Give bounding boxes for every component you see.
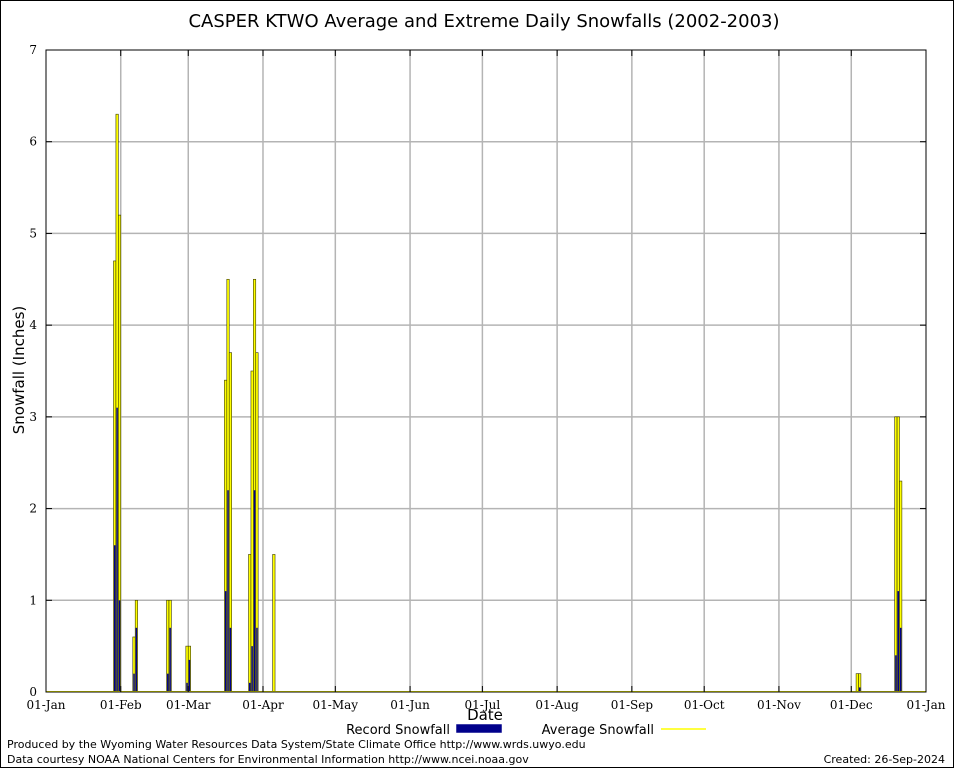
footer-created: Created: 26-Sep-2024 <box>823 753 945 766</box>
record-bar <box>224 591 227 692</box>
record-bar <box>118 600 121 692</box>
y-tick-label: 6 <box>29 135 37 149</box>
x-tick-label: 01-Mar <box>166 698 211 712</box>
x-tick-label: 01-Jul <box>465 698 501 712</box>
x-tick-label: 01-Dec <box>830 698 873 712</box>
x-tick-label: 01-Aug <box>535 698 579 712</box>
y-tick-label: 7 <box>29 43 37 57</box>
record-bar <box>229 627 232 692</box>
average-bar <box>894 416 898 693</box>
record-bar <box>251 646 253 692</box>
y-tick-label: 5 <box>29 226 37 240</box>
record-bar <box>256 627 258 692</box>
chart-title: CASPER KTWO Average and Extreme Daily Sn… <box>188 11 779 32</box>
record-bar <box>186 682 188 692</box>
x-axis-ticks: 01-Jan 01-Feb 01-Mar 01-Apr 01-May 01-Jun 01-J… <box>26 50 946 712</box>
y-tick-label: 2 <box>29 502 37 516</box>
record-bar <box>113 545 116 692</box>
record-bar <box>169 627 171 692</box>
record-bar <box>253 490 256 692</box>
y-tick-label: 0 <box>29 685 37 699</box>
x-tick-label: 01-Jan <box>906 698 945 712</box>
legend-record-label: Record Snowfall <box>346 723 450 738</box>
x-tick-label: 01-May <box>313 698 359 712</box>
record-bar <box>249 682 251 692</box>
record-bar <box>227 490 229 692</box>
x-tick-label: 01-Apr <box>242 698 284 712</box>
x-tick-label: 01-Nov <box>757 698 801 712</box>
average-bar <box>250 370 254 693</box>
record-bar <box>899 627 902 692</box>
plot-area-border <box>45 49 927 693</box>
record-bar <box>133 673 135 692</box>
grid-lines <box>46 50 926 692</box>
legend-record-swatch <box>456 724 502 733</box>
footer-data-courtesy: Data courtesy NOAA National Centers for … <box>7 753 529 766</box>
x-tick-label: 01-Sep <box>611 698 654 712</box>
record-bar <box>897 591 899 692</box>
legend-average-label: Average Snowfall <box>542 723 654 738</box>
y-axis-ticks: 0 1 2 3 4 5 6 7 <box>29 43 926 699</box>
x-tick-label: 01-Jun <box>390 698 430 712</box>
x-axis-label: Date <box>467 706 503 724</box>
y-tick-label: 1 <box>29 593 37 607</box>
y-axis-label: Snowfall (Inches) <box>10 306 28 434</box>
record-bar <box>188 659 191 692</box>
bars-layer <box>46 113 926 693</box>
record-bar <box>858 687 861 692</box>
record-bar <box>167 673 169 692</box>
legend: Record Snowfall Average Snowfall <box>346 723 706 738</box>
record-bar <box>135 627 138 692</box>
average-bar <box>855 673 859 693</box>
y-tick-label: 4 <box>29 318 37 332</box>
footer-produced-by: Produced by the Wyoming Water Resources … <box>7 738 586 751</box>
x-tick-label: 01-Jan <box>26 698 65 712</box>
x-tick-label: 01-Oct <box>684 698 725 712</box>
average-bar <box>248 554 252 693</box>
record-bar <box>116 407 118 692</box>
y-tick-label: 3 <box>29 410 37 424</box>
x-tick-label: 01-Feb <box>100 698 142 712</box>
record-bar <box>895 655 897 692</box>
average-bar <box>272 554 276 693</box>
